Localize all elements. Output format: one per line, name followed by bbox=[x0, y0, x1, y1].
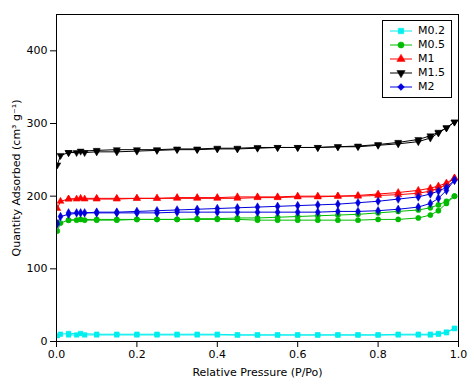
html-text:M0.2: M0.2 bbox=[418, 24, 445, 37]
svg-text:400: 400 bbox=[27, 44, 48, 57]
svg-text:100: 100 bbox=[27, 262, 48, 275]
html-text:M2: M2 bbox=[418, 80, 435, 93]
svg-text:0.2: 0.2 bbox=[128, 348, 146, 361]
svg-text:0.6: 0.6 bbox=[289, 348, 307, 361]
svg-text:0: 0 bbox=[41, 335, 48, 348]
svg-text:Relative Pressure (P/Po): Relative Pressure (P/Po) bbox=[192, 366, 322, 379]
html-text:M1.5: M1.5 bbox=[418, 66, 445, 79]
svg-text:300: 300 bbox=[27, 117, 48, 130]
svg-text:1.0: 1.0 bbox=[450, 348, 468, 361]
svg-text:0.8: 0.8 bbox=[369, 348, 387, 361]
html-text:M0.5: M0.5 bbox=[418, 38, 445, 51]
svg-text:0.0: 0.0 bbox=[48, 348, 66, 361]
svg-text:200: 200 bbox=[27, 190, 48, 203]
html-text:M1: M1 bbox=[418, 52, 435, 65]
svg-text:0.4: 0.4 bbox=[209, 348, 227, 361]
svg-text:Quantity Adsorbed (cm³ g⁻¹): Quantity Adsorbed (cm³ g⁻¹) bbox=[10, 99, 23, 256]
